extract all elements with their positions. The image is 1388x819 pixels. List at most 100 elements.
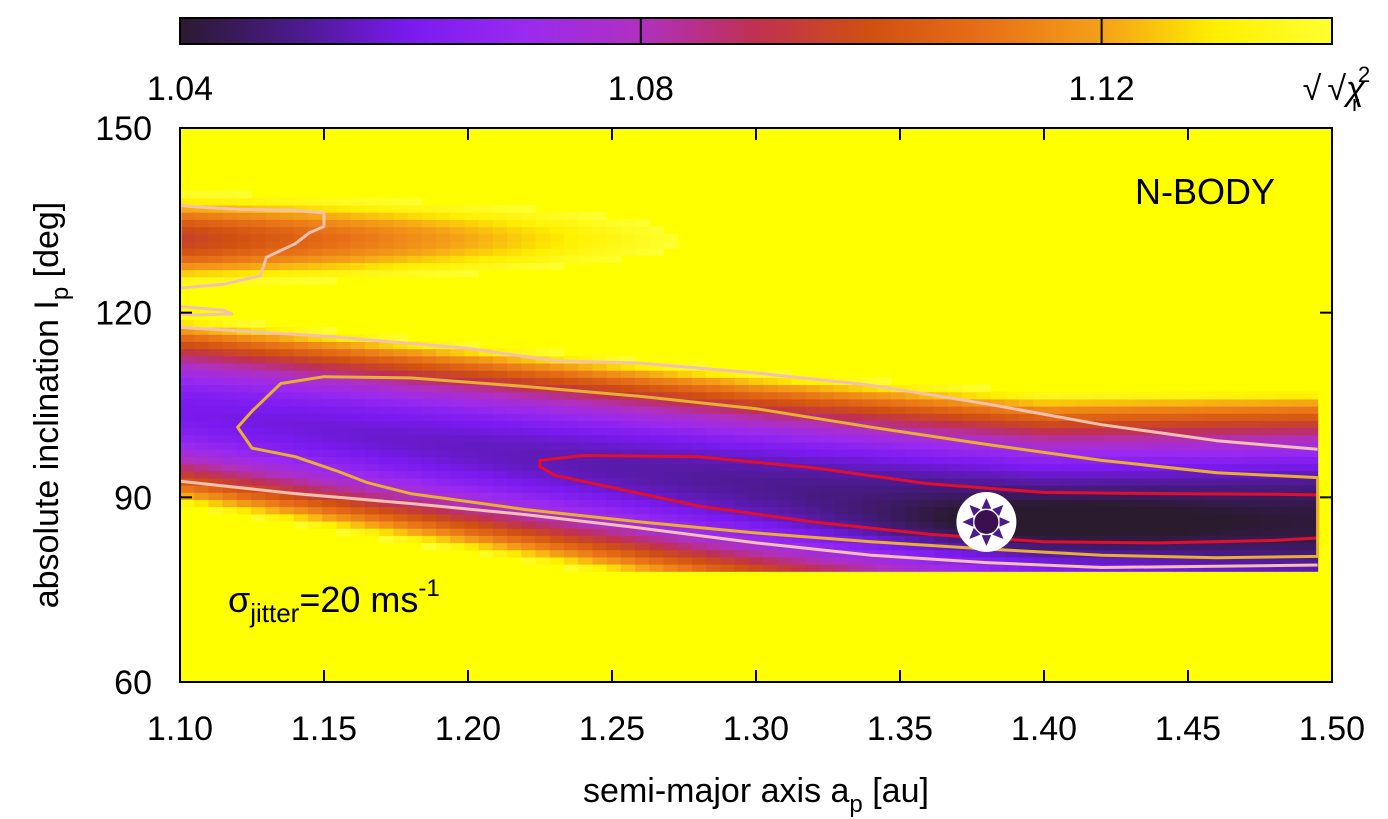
heatmap-cell [876,434,892,443]
heatmap-cell [635,499,650,508]
heatmap-cell [507,506,522,515]
heatmap-cell [194,406,210,414]
heatmap-cell [307,420,323,429]
heatmap-cell [293,520,309,529]
heatmap-cell [649,542,665,551]
heatmap-cell [606,499,622,508]
heatmap-cell [834,477,849,486]
heatmap-cell [1061,499,1077,508]
heatmap-cell [777,520,793,529]
heatmap-cell [1033,406,1049,414]
heatmap-cell [265,470,281,479]
heatmap-cell [208,456,224,465]
heatmap-cell [620,535,636,544]
heatmap-cell [208,398,224,407]
heatmap-cell [635,528,650,536]
heatmap-cell [1289,485,1304,493]
heatmap-cell [805,535,821,544]
heatmap-cell [791,398,807,407]
heatmap-cell [251,391,266,400]
heatmap-cell [265,420,281,429]
heatmap-cell [435,427,451,436]
heatmap-cell [720,556,736,565]
heatmap-cell [1232,549,1248,558]
heatmap-cell [1232,485,1248,493]
heatmap-cell [521,434,537,443]
heatmap-cell [1246,391,1262,400]
heatmap-cell [222,449,238,457]
heatmap-cell [919,441,935,450]
heatmap-cell [180,470,195,479]
heatmap-cell [521,370,537,378]
heatmap-cell [492,226,508,235]
heatmap-cell [1004,564,1020,572]
heatmap-cell [208,276,224,285]
heatmap-cell [649,556,665,565]
heatmap-cell [1033,434,1049,443]
heatmap-cell [251,427,266,436]
heatmap-cell [720,391,736,400]
heatmap-cell [507,355,522,364]
heatmap-cell [862,413,878,421]
heatmap-cell [1018,456,1034,465]
heatmap-cell [364,262,380,271]
heatmap-cell [720,384,736,393]
heatmap-cell [393,362,409,371]
heatmap-cell [1047,398,1063,407]
heatmap-cell [819,513,835,522]
heatmap-cell [350,463,366,472]
heatmap-cell [1232,413,1248,421]
heatmap-cell [535,441,551,450]
heatmap-cell [1303,398,1319,407]
heatmap-cell [834,463,849,472]
heatmap-cell [1303,441,1319,450]
heatmap-cell [1218,564,1233,572]
heatmap-cell [748,434,764,443]
heatmap-cell [891,420,906,429]
heatmap-cell [606,492,622,500]
heatmap-cell [976,470,992,479]
heatmap-cell [464,212,480,220]
heatmap-cell [791,456,807,465]
heatmap-cell [919,549,935,558]
heatmap-cell [492,449,508,457]
heatmap-cell [492,384,508,393]
heatmap-cell [1132,449,1148,457]
heatmap-cell [876,477,892,486]
heatmap-cell [1061,477,1077,486]
heatmap-cell [862,384,878,393]
heatmap-cell [1232,513,1248,522]
heatmap-cell [507,449,522,457]
heatmap-cell [180,485,195,493]
heatmap-cell [336,398,352,407]
heatmap-cell [834,384,849,393]
heatmap-cell [1118,535,1134,544]
heatmap-cell [763,564,778,572]
heatmap-cell [649,549,665,558]
heatmap-cell [1033,391,1049,400]
heatmap-cell [236,420,252,429]
heatmap-cell [265,506,281,515]
heatmap-cell [777,441,793,450]
heatmap-cell [990,406,1006,414]
heatmap-cell [1218,477,1233,486]
heatmap-cell [379,413,394,421]
heatmap-cell [279,413,295,421]
heatmap-cell [1146,542,1162,551]
heatmap-cell [407,420,423,429]
heatmap-cell [592,492,608,500]
heatmap-cell [1118,492,1134,500]
heatmap-cell [478,226,494,235]
heatmap-cell [592,520,608,529]
heatmap-cell [891,520,906,529]
heatmap-cell [521,255,537,263]
heatmap-cell [1104,556,1120,565]
heatmap-cell [1018,556,1034,565]
heatmap-cell [1189,506,1205,515]
heatmap-cell [1061,441,1077,450]
heatmap-cell [194,233,210,242]
heatmap-cell [606,528,622,536]
heatmap-cell [322,362,338,371]
heatmap-cell [293,341,309,350]
heatmap-cell [1260,449,1276,457]
